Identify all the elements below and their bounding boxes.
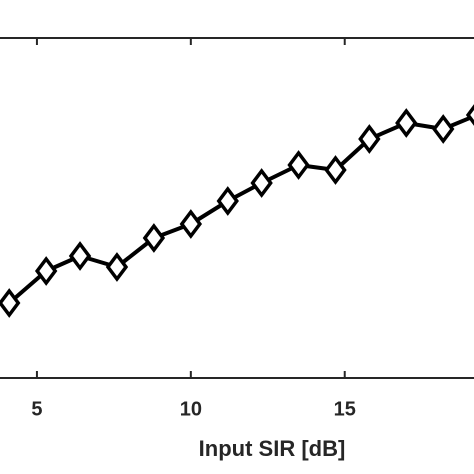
marker bbox=[465, 104, 474, 126]
marker bbox=[105, 252, 129, 282]
x-tick-label: 10 bbox=[180, 398, 202, 420]
x-axis-label: Input SIR [dB] bbox=[199, 436, 346, 461]
line bbox=[7, 114, 474, 305]
marker bbox=[395, 108, 418, 138]
marker bbox=[68, 241, 92, 271]
marker bbox=[34, 256, 58, 286]
marker bbox=[216, 186, 239, 216]
marker bbox=[250, 168, 273, 198]
marker bbox=[287, 150, 310, 180]
marker bbox=[324, 155, 347, 185]
marker bbox=[432, 114, 455, 144]
x-tick-label: 15 bbox=[334, 398, 356, 420]
marker bbox=[358, 124, 381, 154]
marker bbox=[142, 223, 166, 253]
x-tick-label: 5 bbox=[31, 398, 42, 420]
marker bbox=[0, 288, 21, 318]
marker bbox=[179, 209, 203, 239]
